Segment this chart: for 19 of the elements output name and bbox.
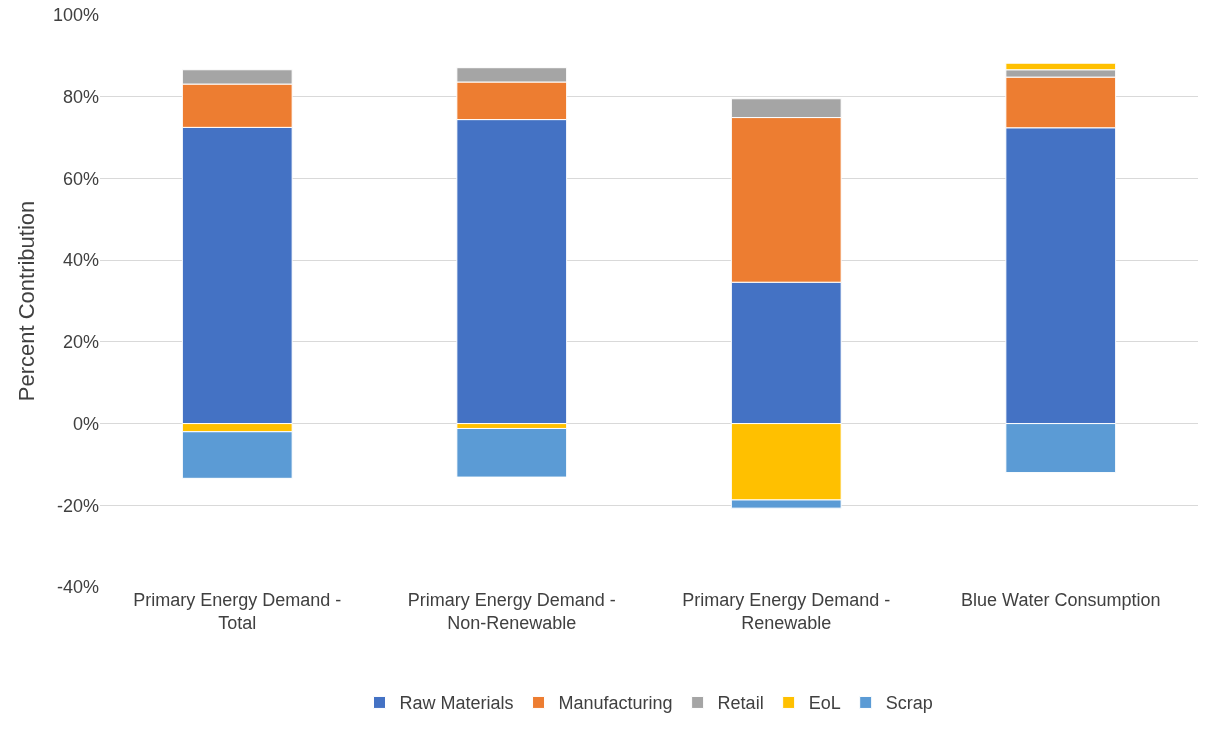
- y-tick-label: 20%: [62, 332, 99, 353]
- y-tick-label: 40%: [62, 250, 99, 271]
- legend-label: Retail: [717, 693, 764, 714]
- x-tick-label: Blue Water Consumption: [961, 590, 1161, 610]
- y-tick-label: 100%: [52, 5, 99, 26]
- legend-label: Manufacturing: [558, 693, 673, 714]
- y-tick-label: -20%: [56, 495, 99, 516]
- legend-label: Scrap: [885, 693, 933, 714]
- y-tick-label: 0%: [72, 413, 99, 434]
- legend-label: EoL: [808, 693, 841, 714]
- y-tick-label: 80%: [62, 87, 99, 108]
- legend-label: Raw Materials: [399, 693, 514, 714]
- x-tick-label: Primary Energy Demand - Total: [133, 590, 342, 634]
- y-tick-label: -40%: [56, 577, 99, 598]
- y-tick-label: 60%: [62, 168, 99, 189]
- bar: [456, 427, 568, 478]
- x-tick-label: Primary Energy Demand - Non-Renewable: [407, 590, 616, 634]
- x-tick-label: Primary Energy Demand - Renewable: [682, 590, 891, 634]
- y-axis-title: Percent Contribution: [13, 200, 39, 402]
